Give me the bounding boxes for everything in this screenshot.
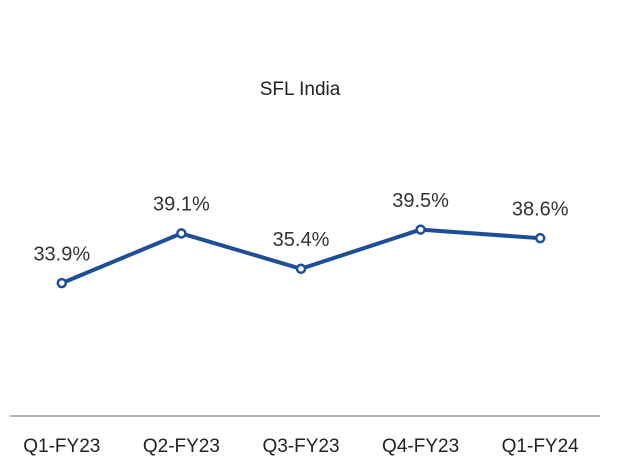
- x-tick-label: Q2-FY23: [143, 436, 220, 457]
- data-point: [295, 263, 307, 275]
- data-label: 39.1%: [153, 194, 210, 216]
- x-tick-label: Q1-FY23: [23, 436, 100, 457]
- data-point: [176, 228, 187, 239]
- data-point: [56, 277, 68, 289]
- data-label: 35.4%: [273, 229, 330, 251]
- data-point: [415, 224, 426, 235]
- data-label: 38.6%: [512, 198, 569, 220]
- data-label: 33.9%: [33, 243, 90, 265]
- x-tick-label: Q4-FY23: [382, 436, 459, 457]
- chart-title: SFL India: [260, 79, 341, 100]
- data-label: 39.5%: [392, 190, 449, 212]
- x-tick-label: Q1-FY24: [502, 436, 580, 457]
- x-tick-label: Q3-FY23: [262, 436, 339, 457]
- data-point: [534, 232, 546, 244]
